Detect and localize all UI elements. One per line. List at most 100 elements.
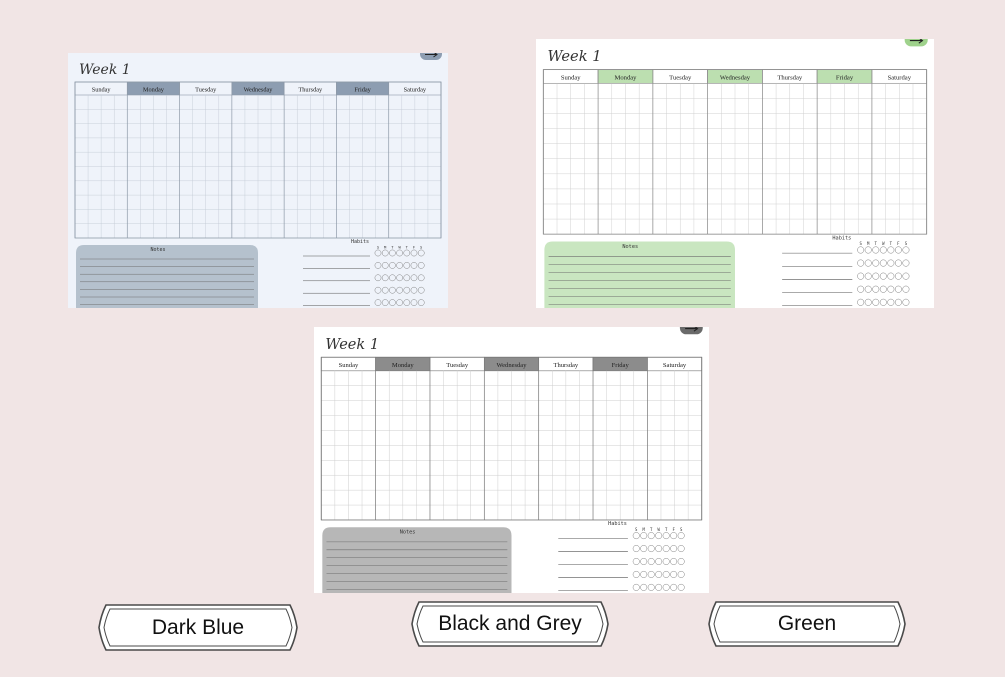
notes-box — [544, 241, 735, 308]
variant-label-black-grey[interactable]: Black and Grey — [409, 599, 611, 649]
habit-circle — [662, 558, 670, 565]
habit-circle — [864, 298, 872, 306]
habit-circle — [872, 285, 880, 293]
habit-circle — [864, 272, 872, 280]
habit-circle — [902, 272, 910, 280]
habit-circle — [677, 570, 685, 578]
label-frame-icon — [98, 604, 298, 651]
habit-circle — [677, 583, 685, 591]
habit-circle — [864, 259, 872, 267]
habit-circle — [677, 532, 685, 540]
habit-circle — [864, 246, 872, 254]
habit-circle — [403, 249, 411, 257]
habit-circle — [374, 274, 382, 282]
habit-circle — [887, 259, 895, 267]
variant-label-text: Black and Grey — [438, 612, 582, 635]
habit-circle — [887, 298, 895, 306]
habit-circle — [640, 558, 648, 565]
habit-day-letter: F — [413, 245, 416, 250]
habit-circle — [677, 545, 685, 553]
day-label: Saturday — [888, 74, 912, 81]
day-label: Monday — [614, 74, 637, 81]
habit-circle — [677, 558, 685, 565]
habit-day-letter: T — [665, 527, 668, 532]
habit-circle — [403, 274, 411, 282]
habit-circle — [670, 532, 678, 540]
variant-label-text: Dark Blue — [151, 615, 245, 639]
habit-circle — [417, 249, 425, 257]
arrow-right-icon — [425, 53, 438, 58]
habit-circle — [857, 259, 865, 267]
notes-box — [76, 245, 258, 308]
habit-circle — [389, 274, 396, 282]
habit-circle — [857, 246, 865, 254]
calendar-grid — [321, 370, 702, 520]
habit-circle — [857, 272, 865, 280]
habit-circle — [655, 570, 663, 578]
habit-circle — [655, 583, 663, 591]
planner-preview-green: Week 1 Sunday Monday Tuesday Wednesday Thursd… — [536, 39, 934, 308]
habit-circle — [872, 259, 880, 267]
habits-label: Habits — [832, 235, 851, 241]
habit-circle — [381, 299, 389, 306]
habit-circle — [670, 570, 678, 578]
habit-circle — [879, 298, 887, 306]
habit-circle — [381, 249, 389, 257]
habit-day-letter: F — [672, 527, 675, 532]
habit-circle — [374, 286, 382, 294]
habit-circle — [410, 299, 418, 306]
habit-circle — [381, 274, 389, 282]
planner-preview-black-grey: Week 1 Sunday Monday Tuesday Wednesday Thursd… — [314, 327, 709, 593]
habit-circle — [417, 274, 425, 282]
habit-circle — [410, 249, 418, 257]
habit-day-letter: T — [406, 245, 409, 250]
variant-label-dark-blue[interactable]: Dark Blue — [96, 602, 300, 653]
habit-circle — [647, 570, 655, 578]
habit-circle — [647, 532, 655, 540]
habit-circle — [410, 262, 418, 269]
variant-label-green[interactable]: Green — [706, 599, 908, 649]
habit-circle — [902, 259, 910, 267]
habit-circle — [872, 272, 880, 280]
arrow-right-icon — [909, 39, 924, 44]
planner-preview-dark-blue: Week 1 Sunday Monday Tuesday Wednesday Thursd… — [68, 53, 448, 308]
calendar-grid — [75, 95, 441, 238]
habit-day-letter: S — [680, 527, 683, 532]
habit-circle — [417, 286, 425, 294]
habit-circle — [403, 262, 411, 269]
habit-circle — [902, 246, 910, 254]
habit-circle — [647, 545, 655, 553]
habit-circle — [662, 532, 670, 540]
planner-page: Week 1 Sunday Monday Tuesday Wednesday Thursd… — [68, 53, 448, 308]
day-label: Sunday — [339, 362, 359, 369]
habit-circle — [396, 249, 403, 257]
variant-label-text: Green — [777, 612, 837, 635]
habit-circle — [857, 298, 865, 306]
habit-circle — [374, 299, 382, 306]
day-label: Monday — [392, 362, 415, 369]
day-label: Friday — [354, 86, 371, 93]
habit-day-letter: F — [897, 241, 900, 246]
habit-circle — [632, 558, 640, 565]
day-label: Wednesday — [720, 74, 751, 81]
planner-page: Week 1 Sunday Monday Tuesday Wednesday Thursd… — [314, 327, 709, 593]
habit-circle — [655, 558, 663, 565]
notes-label: Notes — [150, 247, 165, 253]
day-label: Friday — [612, 362, 630, 369]
day-label: Saturday — [663, 362, 687, 369]
habit-day-letter: T — [650, 527, 653, 532]
habit-day-letter: M — [867, 241, 870, 246]
habit-circle — [374, 249, 382, 257]
habit-circle — [662, 570, 670, 578]
habit-day-letter: S — [859, 241, 862, 246]
habit-circle — [902, 298, 910, 306]
habit-circle — [655, 545, 663, 553]
habit-circle — [381, 262, 389, 269]
habit-circle — [887, 246, 895, 254]
habit-circle — [647, 558, 655, 565]
habit-circle — [632, 570, 640, 578]
habit-day-letter: W — [398, 245, 401, 250]
habit-circle — [403, 299, 411, 306]
habit-circle — [389, 262, 396, 269]
habit-circle — [647, 583, 655, 591]
